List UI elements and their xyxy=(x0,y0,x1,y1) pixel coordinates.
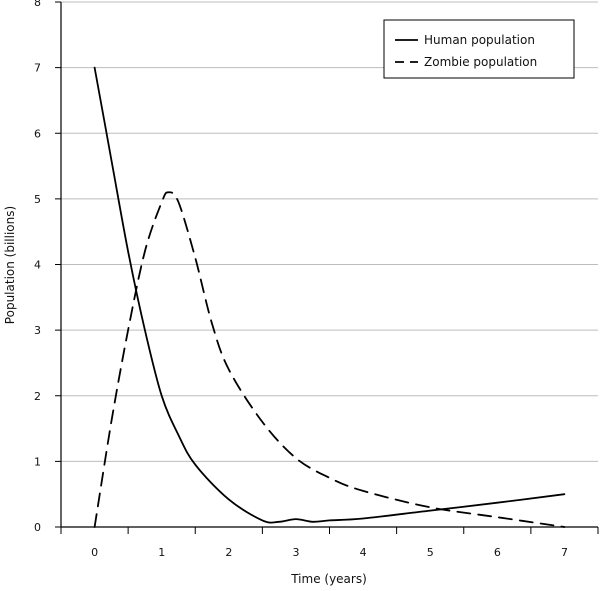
x-tick-label: 5 xyxy=(427,546,434,559)
x-tick-label: 2 xyxy=(225,546,232,559)
x-tick-label: 0 xyxy=(91,546,98,559)
legend-label-zombie: Zombie population xyxy=(424,55,537,69)
x-axis-title: Time (years) xyxy=(290,572,367,586)
series-line-human xyxy=(93,66,566,524)
grid xyxy=(61,1,598,462)
x-tick-label: 1 xyxy=(158,546,165,559)
y-tick-label: 5 xyxy=(34,193,41,206)
y-tick-label: 0 xyxy=(34,521,41,534)
y-tick-label: 6 xyxy=(34,127,41,140)
axes: 0 1 2 3 4 5 6 7 8 0 1 2 3 4 5 6 7 xyxy=(34,0,599,559)
series-line-zombie xyxy=(93,191,566,528)
y-tick-label: 4 xyxy=(34,259,41,272)
y-tick-label: 7 xyxy=(34,62,41,75)
y-tick-label: 2 xyxy=(34,390,41,403)
legend: Human population Zombie population xyxy=(383,19,575,79)
legend-label-human: Human population xyxy=(424,33,535,47)
series-layer xyxy=(93,66,566,528)
y-axis-title: Population (billions) xyxy=(3,206,17,324)
legend-box xyxy=(383,19,575,79)
x-tick-label: 7 xyxy=(561,546,568,559)
x-tick-label: 3 xyxy=(292,546,299,559)
y-tick-label: 8 xyxy=(34,0,41,9)
y-tick-label: 3 xyxy=(34,324,41,337)
x-tick-label: 6 xyxy=(494,546,501,559)
y-tick-label: 1 xyxy=(34,455,41,468)
x-tick-label: 4 xyxy=(360,546,367,559)
